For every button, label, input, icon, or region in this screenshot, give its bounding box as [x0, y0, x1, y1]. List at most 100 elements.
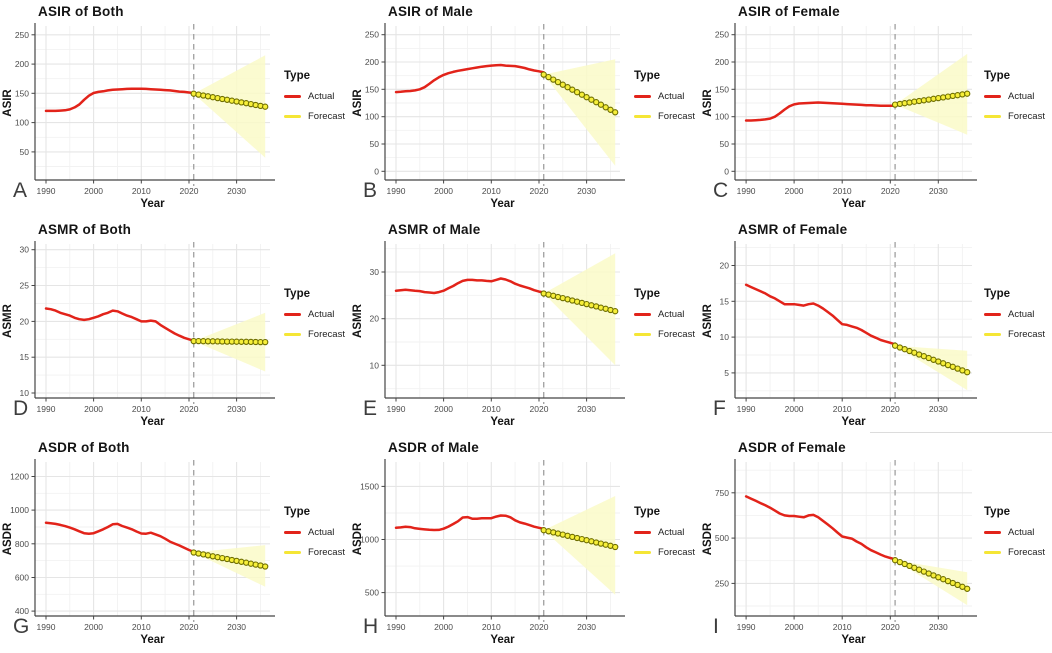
svg-text:50: 50 — [20, 147, 30, 157]
svg-text:30: 30 — [20, 245, 30, 255]
chart-panel-asir-female: 0 50 100 150 200 250 1990 2000 2010 2020 2030 Year A… — [700, 0, 1052, 218]
chart-plot-asmr-both: 10 15 20 25 30 1990 2000 2010 2020 2030 Year ASMR — [2, 241, 275, 428]
legend-label-forecast: Forecast — [658, 111, 695, 122]
svg-text:1990: 1990 — [37, 186, 56, 196]
svg-text:2000: 2000 — [785, 186, 804, 196]
svg-text:Year: Year — [490, 634, 515, 646]
legend-title: Type — [284, 506, 310, 518]
divider-line — [870, 432, 1052, 433]
legend-item-actual: Actual — [284, 527, 348, 538]
svg-text:Year: Year — [140, 634, 165, 646]
svg-text:2030: 2030 — [577, 186, 596, 196]
svg-text:0: 0 — [374, 166, 379, 176]
svg-text:2010: 2010 — [132, 186, 151, 196]
chart-title: ASIR of Both — [38, 4, 124, 19]
svg-text:150: 150 — [715, 84, 729, 94]
actual-line-swatch — [634, 94, 651, 99]
chart-plot-asir-female: 0 50 100 150 200 250 1990 2000 2010 2020 2030 Year A… — [702, 23, 977, 210]
panel-letter: H — [363, 615, 379, 638]
chart-title: ASDR of Both — [38, 440, 130, 455]
legend-label-forecast: Forecast — [1008, 547, 1045, 558]
svg-text:750: 750 — [715, 488, 729, 498]
legend-label-actual: Actual — [658, 91, 685, 102]
legend-item-actual: Actual — [284, 91, 348, 102]
forecast-line-swatch — [284, 550, 301, 555]
panel-letter: B — [363, 179, 378, 202]
legend-label-actual: Actual — [308, 527, 335, 538]
legend: Type Actual Forecast — [634, 288, 698, 340]
legend-label-forecast: Forecast — [1008, 329, 1045, 340]
svg-text:30: 30 — [370, 267, 380, 277]
legend: Type Actual Forecast — [284, 70, 348, 122]
legend: Type Actual Forecast — [284, 288, 348, 340]
legend-label-forecast: Forecast — [658, 329, 695, 340]
svg-text:ASIR: ASIR — [2, 89, 14, 117]
legend-label-forecast: Forecast — [308, 329, 345, 340]
svg-text:0: 0 — [724, 166, 729, 176]
svg-text:50: 50 — [370, 139, 380, 149]
svg-text:ASMR: ASMR — [702, 303, 714, 338]
svg-text:25: 25 — [20, 281, 30, 291]
legend: Type Actual Forecast — [634, 506, 698, 558]
svg-text:150: 150 — [15, 88, 29, 98]
chart-plot-asdr-both: 400 600 800 1000 1200 1990 2000 2010 2020 2030 Yea… — [2, 459, 275, 646]
svg-text:2010: 2010 — [833, 622, 852, 632]
svg-text:400: 400 — [15, 606, 29, 616]
svg-text:1990: 1990 — [737, 404, 756, 414]
legend: Type Actual Forecast — [634, 70, 698, 122]
svg-text:2030: 2030 — [929, 186, 948, 196]
legend-item-actual: Actual — [984, 527, 1048, 538]
chart-panel-asmr-female: 5 10 15 20 1990 2000 2010 2020 2030 Year ASMR ASMR… — [700, 218, 1052, 436]
svg-text:2030: 2030 — [577, 622, 596, 632]
legend-title: Type — [984, 70, 1010, 82]
chart-title: ASIR of Male — [388, 4, 473, 19]
legend-item-forecast: Forecast — [284, 111, 348, 122]
chart-panel-asmr-male: 10 20 30 1990 2000 2010 2020 2030 Year ASMR ASMR … — [350, 218, 700, 436]
svg-text:1990: 1990 — [387, 186, 406, 196]
legend-item-actual: Actual — [984, 309, 1048, 320]
svg-text:Year: Year — [140, 198, 165, 210]
svg-text:2020: 2020 — [881, 186, 900, 196]
legend-label-forecast: Forecast — [308, 111, 345, 122]
svg-text:2000: 2000 — [434, 404, 453, 414]
legend-item-forecast: Forecast — [284, 329, 348, 340]
legend-label-actual: Actual — [1008, 309, 1035, 320]
svg-text:2020: 2020 — [180, 622, 199, 632]
chart-panel-asdr-male: 500 1000 1500 1990 2000 2010 2020 2030 Year ASDR … — [350, 436, 700, 653]
legend-label-actual: Actual — [308, 91, 335, 102]
svg-text:250: 250 — [715, 578, 729, 588]
svg-text:1990: 1990 — [737, 622, 756, 632]
svg-text:100: 100 — [715, 112, 729, 122]
legend-title: Type — [634, 288, 660, 300]
legend-item-actual: Actual — [634, 527, 698, 538]
svg-text:100: 100 — [15, 118, 29, 128]
svg-text:1000: 1000 — [10, 505, 29, 515]
legend-item-actual: Actual — [634, 91, 698, 102]
svg-text:2020: 2020 — [530, 404, 549, 414]
svg-text:20: 20 — [720, 261, 730, 271]
forecast-line-swatch — [634, 114, 651, 119]
actual-line-swatch — [284, 312, 301, 317]
svg-text:150: 150 — [365, 84, 379, 94]
svg-text:1500: 1500 — [360, 481, 379, 491]
chart-panel-asmr-both: 10 15 20 25 30 1990 2000 2010 2020 2030 Year ASMR A… — [0, 218, 350, 436]
legend-item-actual: Actual — [634, 309, 698, 320]
svg-text:2030: 2030 — [227, 622, 246, 632]
panel-letter: I — [713, 615, 719, 638]
svg-text:10: 10 — [370, 360, 380, 370]
svg-text:5: 5 — [724, 368, 729, 378]
svg-text:2030: 2030 — [227, 404, 246, 414]
legend: Type Actual Forecast — [984, 506, 1048, 558]
svg-text:15: 15 — [720, 296, 730, 306]
actual-line-swatch — [634, 530, 651, 535]
legend-item-forecast: Forecast — [634, 329, 698, 340]
chart-plot-asir-both: 50 100 150 200 250 1990 2000 2010 2020 2030 Year AS… — [2, 23, 275, 210]
actual-line-swatch — [984, 94, 1001, 99]
svg-text:2030: 2030 — [227, 186, 246, 196]
svg-text:250: 250 — [15, 30, 29, 40]
legend-title: Type — [634, 506, 660, 518]
svg-text:ASIR: ASIR — [702, 89, 714, 117]
svg-text:200: 200 — [15, 59, 29, 69]
legend-label-forecast: Forecast — [1008, 111, 1045, 122]
svg-text:250: 250 — [365, 30, 379, 40]
